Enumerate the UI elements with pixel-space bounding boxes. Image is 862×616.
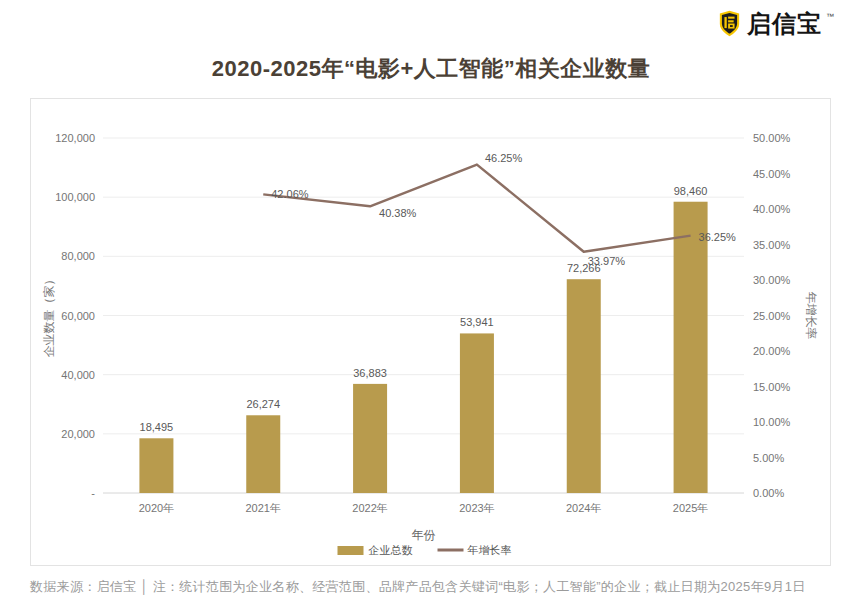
right-axis-tick-label: 40.00% [753, 203, 791, 215]
left-axis-tick-label: 60,000 [61, 310, 95, 322]
left-axis-tick-label: 20,000 [61, 428, 95, 440]
right-axis-tick-label: 35.00% [753, 239, 791, 251]
right-axis-tick-label: 50.00% [753, 132, 791, 144]
bar-value-label: 36,883 [353, 367, 387, 379]
trademark-symbol: ™ [826, 12, 834, 21]
left-axis-tick-label: - [91, 487, 95, 499]
x-axis-tick-label: 2024年 [566, 502, 601, 514]
x-axis-tick-label: 2023年 [459, 502, 494, 514]
line-point-label: 40.38% [379, 207, 417, 219]
right-axis-tick-label: 20.00% [753, 345, 791, 357]
right-axis-tick-label: 15.00% [753, 381, 791, 393]
left-axis-title: 企业数量（家） [42, 274, 56, 358]
chart-title: 2020-2025年“电影+人工智能”相关企业数量 [0, 54, 862, 84]
right-axis-title: 年增长率 [804, 292, 818, 340]
x-axis-tick-label: 2020年 [139, 502, 174, 514]
qixinbao-shield-icon [718, 10, 741, 37]
bar-value-label: 53,941 [460, 316, 494, 328]
right-axis-tick-label: 25.00% [753, 310, 791, 322]
right-axis-tick-label: 5.00% [753, 452, 784, 464]
left-axis-tick-label: 120,000 [55, 132, 95, 144]
source-note: 数据来源：启信宝 │ 注：统计范围为企业名称、经营范围、品牌产品包含关键词“电影… [30, 578, 850, 596]
line-point-label: 36.25% [699, 231, 737, 243]
left-axis-tick-label: 100,000 [55, 191, 95, 203]
x-axis-tick-label: 2022年 [352, 502, 387, 514]
line-point-label: 33.97% [588, 255, 626, 267]
bar [567, 279, 601, 493]
line-point-label: 42.06% [271, 188, 309, 200]
x-axis-tick-label: 2025年 [673, 502, 708, 514]
right-axis-tick-label: 10.00% [753, 416, 791, 428]
line-point-label: 46.25% [485, 152, 523, 164]
right-axis-tick-label: 45.00% [753, 168, 791, 180]
x-axis-tick-label: 2021年 [246, 502, 281, 514]
chart-canvas: - 20,000 40,000 60,000 80,000 100,000 120,000 0… [31, 99, 830, 565]
bar-value-label: 18,495 [140, 421, 174, 433]
bar-value-label: 26,274 [246, 398, 280, 410]
right-axis-tick-label: 30.00% [753, 274, 791, 286]
bar [246, 415, 280, 493]
left-axis-tick-label: 40,000 [61, 369, 95, 381]
right-axis-tick-label: 0.00% [753, 487, 784, 499]
chart-container: - 20,000 40,000 60,000 80,000 100,000 120,000 0… [30, 98, 831, 566]
left-axis-tick-label: 80,000 [61, 250, 95, 262]
bar [353, 384, 387, 493]
legend-swatch-bar [338, 546, 364, 555]
growth-line [263, 165, 690, 252]
bar-value-label: 98,460 [674, 185, 708, 197]
brand-name: 启信宝 [747, 12, 822, 36]
logo: 启信宝 ™ [718, 10, 834, 37]
legend-label-line: 年增长率 [467, 544, 512, 556]
x-axis-title: 年份 [412, 528, 436, 542]
bar [674, 202, 708, 493]
bar [139, 438, 173, 493]
legend-label-bar: 企业总数 [368, 544, 413, 556]
bar [460, 333, 494, 493]
